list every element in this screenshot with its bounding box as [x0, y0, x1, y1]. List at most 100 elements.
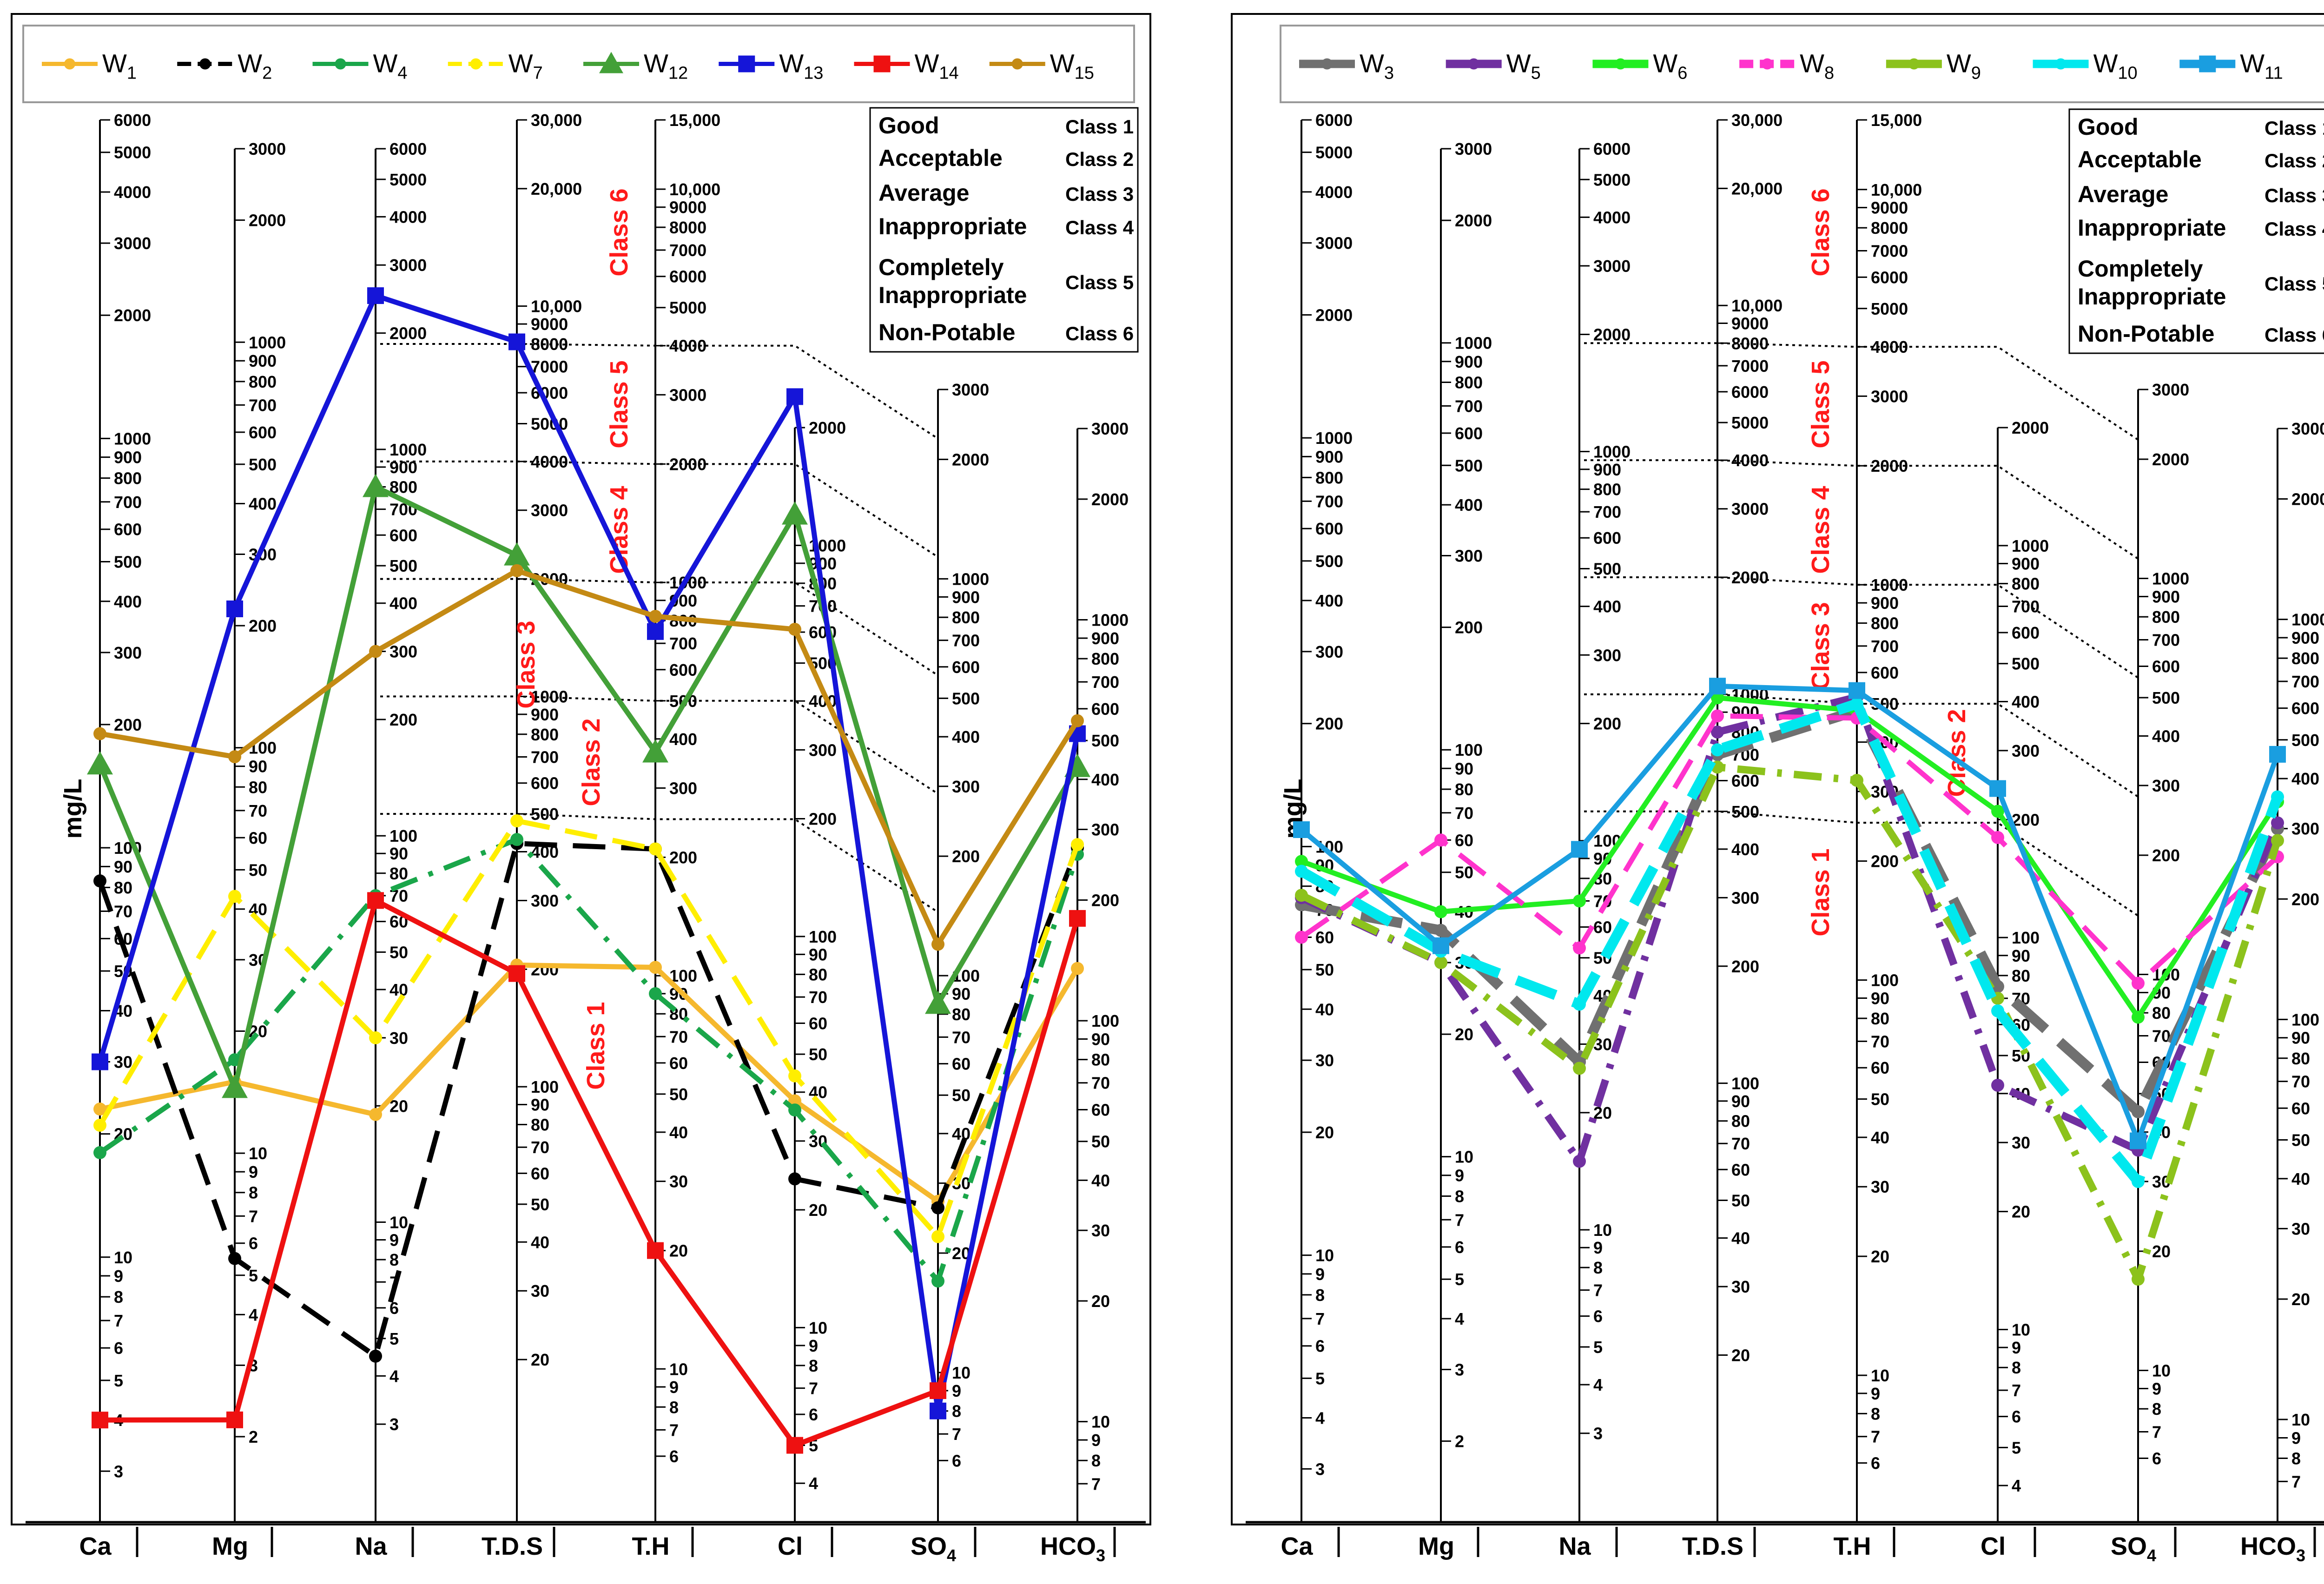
- tick-label: 5: [2012, 1438, 2021, 1457]
- data-point: [222, 1075, 248, 1098]
- category-label: T.H: [632, 1532, 670, 1560]
- class-table-class: Class 4: [2265, 218, 2324, 240]
- tick-label: 600: [1455, 424, 1483, 443]
- tick-label: 9: [809, 1336, 818, 1355]
- tick-label: 6: [669, 1447, 679, 1466]
- tick-label: 500: [1731, 802, 1759, 821]
- legend-label: W1: [102, 49, 137, 83]
- tick-label: 5000: [1593, 170, 1631, 189]
- data-point: [2132, 1010, 2145, 1024]
- tick-label: 200: [249, 616, 277, 635]
- tick-label: 400: [1455, 495, 1483, 515]
- class-table-class: Class 6: [2265, 324, 2324, 346]
- data-point: [1989, 780, 2006, 797]
- tick-label: 500: [1091, 731, 1119, 750]
- tick-label: 9: [669, 1378, 679, 1397]
- tick-label: 700: [2012, 597, 2040, 616]
- data-point: [2271, 816, 2284, 830]
- data-point: [2132, 977, 2145, 990]
- series-w15: [93, 564, 1084, 951]
- class-label: Class 4: [1807, 486, 1835, 574]
- category-label: Cl: [1981, 1532, 2006, 1560]
- tick-label: 5: [390, 1329, 399, 1348]
- tick-label: 600: [1593, 528, 1621, 548]
- tick-label: 9000: [1731, 314, 1769, 333]
- tick-label: 10: [669, 1360, 688, 1379]
- category-label: T.D.S: [1682, 1532, 1743, 1560]
- legend-label: W13: [779, 49, 823, 83]
- data-point: [1295, 855, 1308, 868]
- tick-label: 200: [2012, 810, 2040, 829]
- legend-label-sub: 9: [1971, 64, 1981, 83]
- tick-label: 6: [2012, 1407, 2021, 1426]
- tick-label: 400: [952, 727, 980, 746]
- legend-label-sub: 10: [2118, 64, 2137, 83]
- class-table-quality: Acceptable: [878, 145, 1003, 171]
- data-point: [228, 750, 241, 764]
- legend-label: W3: [1360, 49, 1394, 83]
- data-point: [1991, 980, 2004, 993]
- tick-label: 10: [1315, 1246, 1334, 1265]
- category-label-main: Ca: [79, 1532, 112, 1560]
- legend-marker: [2199, 55, 2216, 73]
- tick-label: 80: [531, 1115, 549, 1135]
- class-table-quality: Good: [2078, 114, 2139, 140]
- tick-label: 900: [1455, 352, 1483, 371]
- data-point: [369, 1349, 382, 1363]
- tick-label: 70: [1871, 1032, 1889, 1051]
- tick-label: 2000: [1871, 456, 1908, 475]
- legend-item-w12: W12: [583, 49, 688, 83]
- category-label-main: Na: [1558, 1532, 1591, 1560]
- tick-label: 5000: [1315, 143, 1353, 162]
- tick-label: 600: [1731, 772, 1759, 791]
- tick-label: 7: [1871, 1427, 1880, 1446]
- tick-label: 3: [114, 1462, 123, 1481]
- tick-label: 200: [809, 810, 837, 829]
- tick-label: 50: [2291, 1130, 2310, 1149]
- data-point: [367, 287, 384, 304]
- tick-label: 9: [1593, 1238, 1603, 1257]
- tick-label: 300: [2012, 741, 2040, 760]
- data-point: [369, 1108, 382, 1121]
- panel-frame: [1231, 13, 2324, 1525]
- tick-label: 200: [1871, 852, 1899, 871]
- class-table-quality: Inappropriate: [2078, 284, 2226, 310]
- tick-label: 80: [1731, 1112, 1750, 1131]
- category-label: Ca: [79, 1532, 112, 1560]
- tick-label: 3000: [390, 256, 427, 275]
- tick-label: 5: [1315, 1369, 1325, 1388]
- tick-label: 200: [390, 710, 417, 729]
- tick-label: 8000: [1871, 218, 1908, 238]
- data-point: [1573, 997, 1586, 1011]
- axis-mg: 2345678910203040506070809010020030040050…: [1418, 139, 1492, 1560]
- legend-label: W11: [2240, 49, 2283, 83]
- tick-label: 4000: [390, 207, 427, 226]
- tick-label: 500: [390, 556, 417, 575]
- tick-label: 4000: [1871, 337, 1908, 356]
- tick-label: 1000: [1871, 575, 1908, 594]
- tick-label: 40: [1871, 1128, 1889, 1147]
- legend-item-w6: W6: [1592, 49, 1687, 83]
- data-point: [1295, 865, 1308, 878]
- legend-label-sub: 8: [1824, 64, 1834, 83]
- data-point: [1293, 821, 1310, 838]
- legend-label-main: W: [1506, 49, 1531, 78]
- data-point: [1573, 894, 1586, 908]
- tick-label: 700: [952, 631, 980, 650]
- tick-label: 8: [952, 1402, 961, 1421]
- tick-label: 400: [669, 730, 697, 749]
- legend-label-sub: 5: [1531, 64, 1541, 83]
- legend-item-w4: W4: [312, 49, 408, 83]
- category-label-main: T.H: [632, 1532, 670, 1560]
- tick-label: 10,000: [1871, 180, 1922, 199]
- tick-label: 10,000: [531, 297, 582, 316]
- data-point: [782, 501, 808, 525]
- data-point: [931, 1230, 944, 1243]
- category-label-main: SO: [2111, 1532, 2147, 1560]
- tick-label: 1000: [1315, 429, 1353, 448]
- tick-label: 6000: [1593, 139, 1631, 158]
- tick-label: 800: [1871, 614, 1899, 633]
- axis-so4: 6789102030405060708090100200300400500600…: [2111, 380, 2189, 1565]
- tick-label: 700: [2291, 672, 2319, 691]
- series-w14: [92, 892, 1086, 1454]
